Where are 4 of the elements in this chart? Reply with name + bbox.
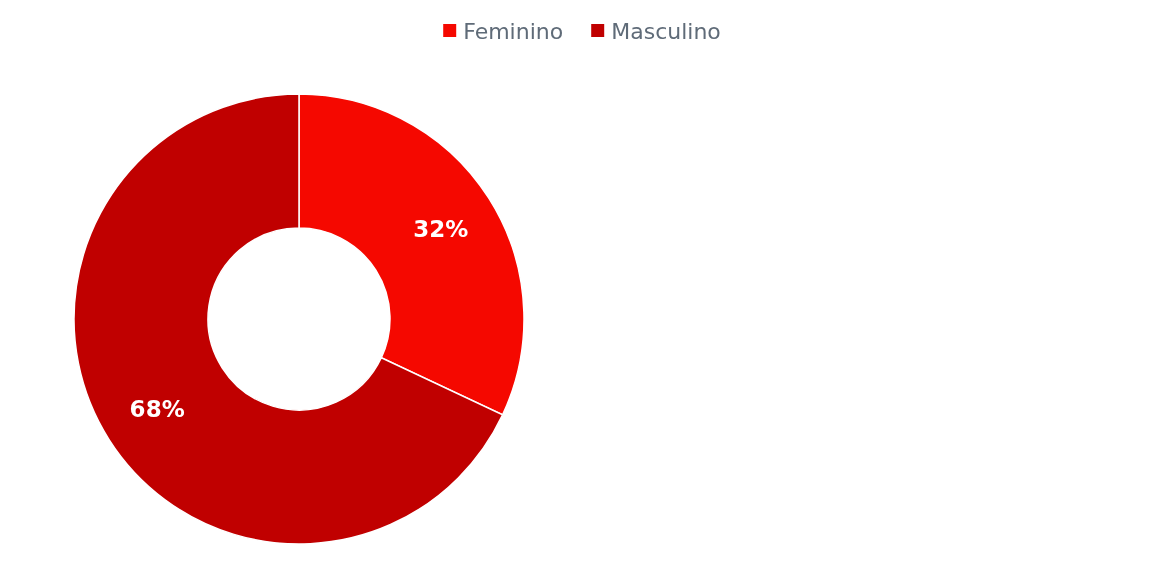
- data-label: 68%: [129, 396, 185, 423]
- data-label: 32%: [413, 216, 469, 243]
- legend-label: Feminino: [463, 18, 564, 44]
- legend-label: Masculino: [611, 18, 721, 44]
